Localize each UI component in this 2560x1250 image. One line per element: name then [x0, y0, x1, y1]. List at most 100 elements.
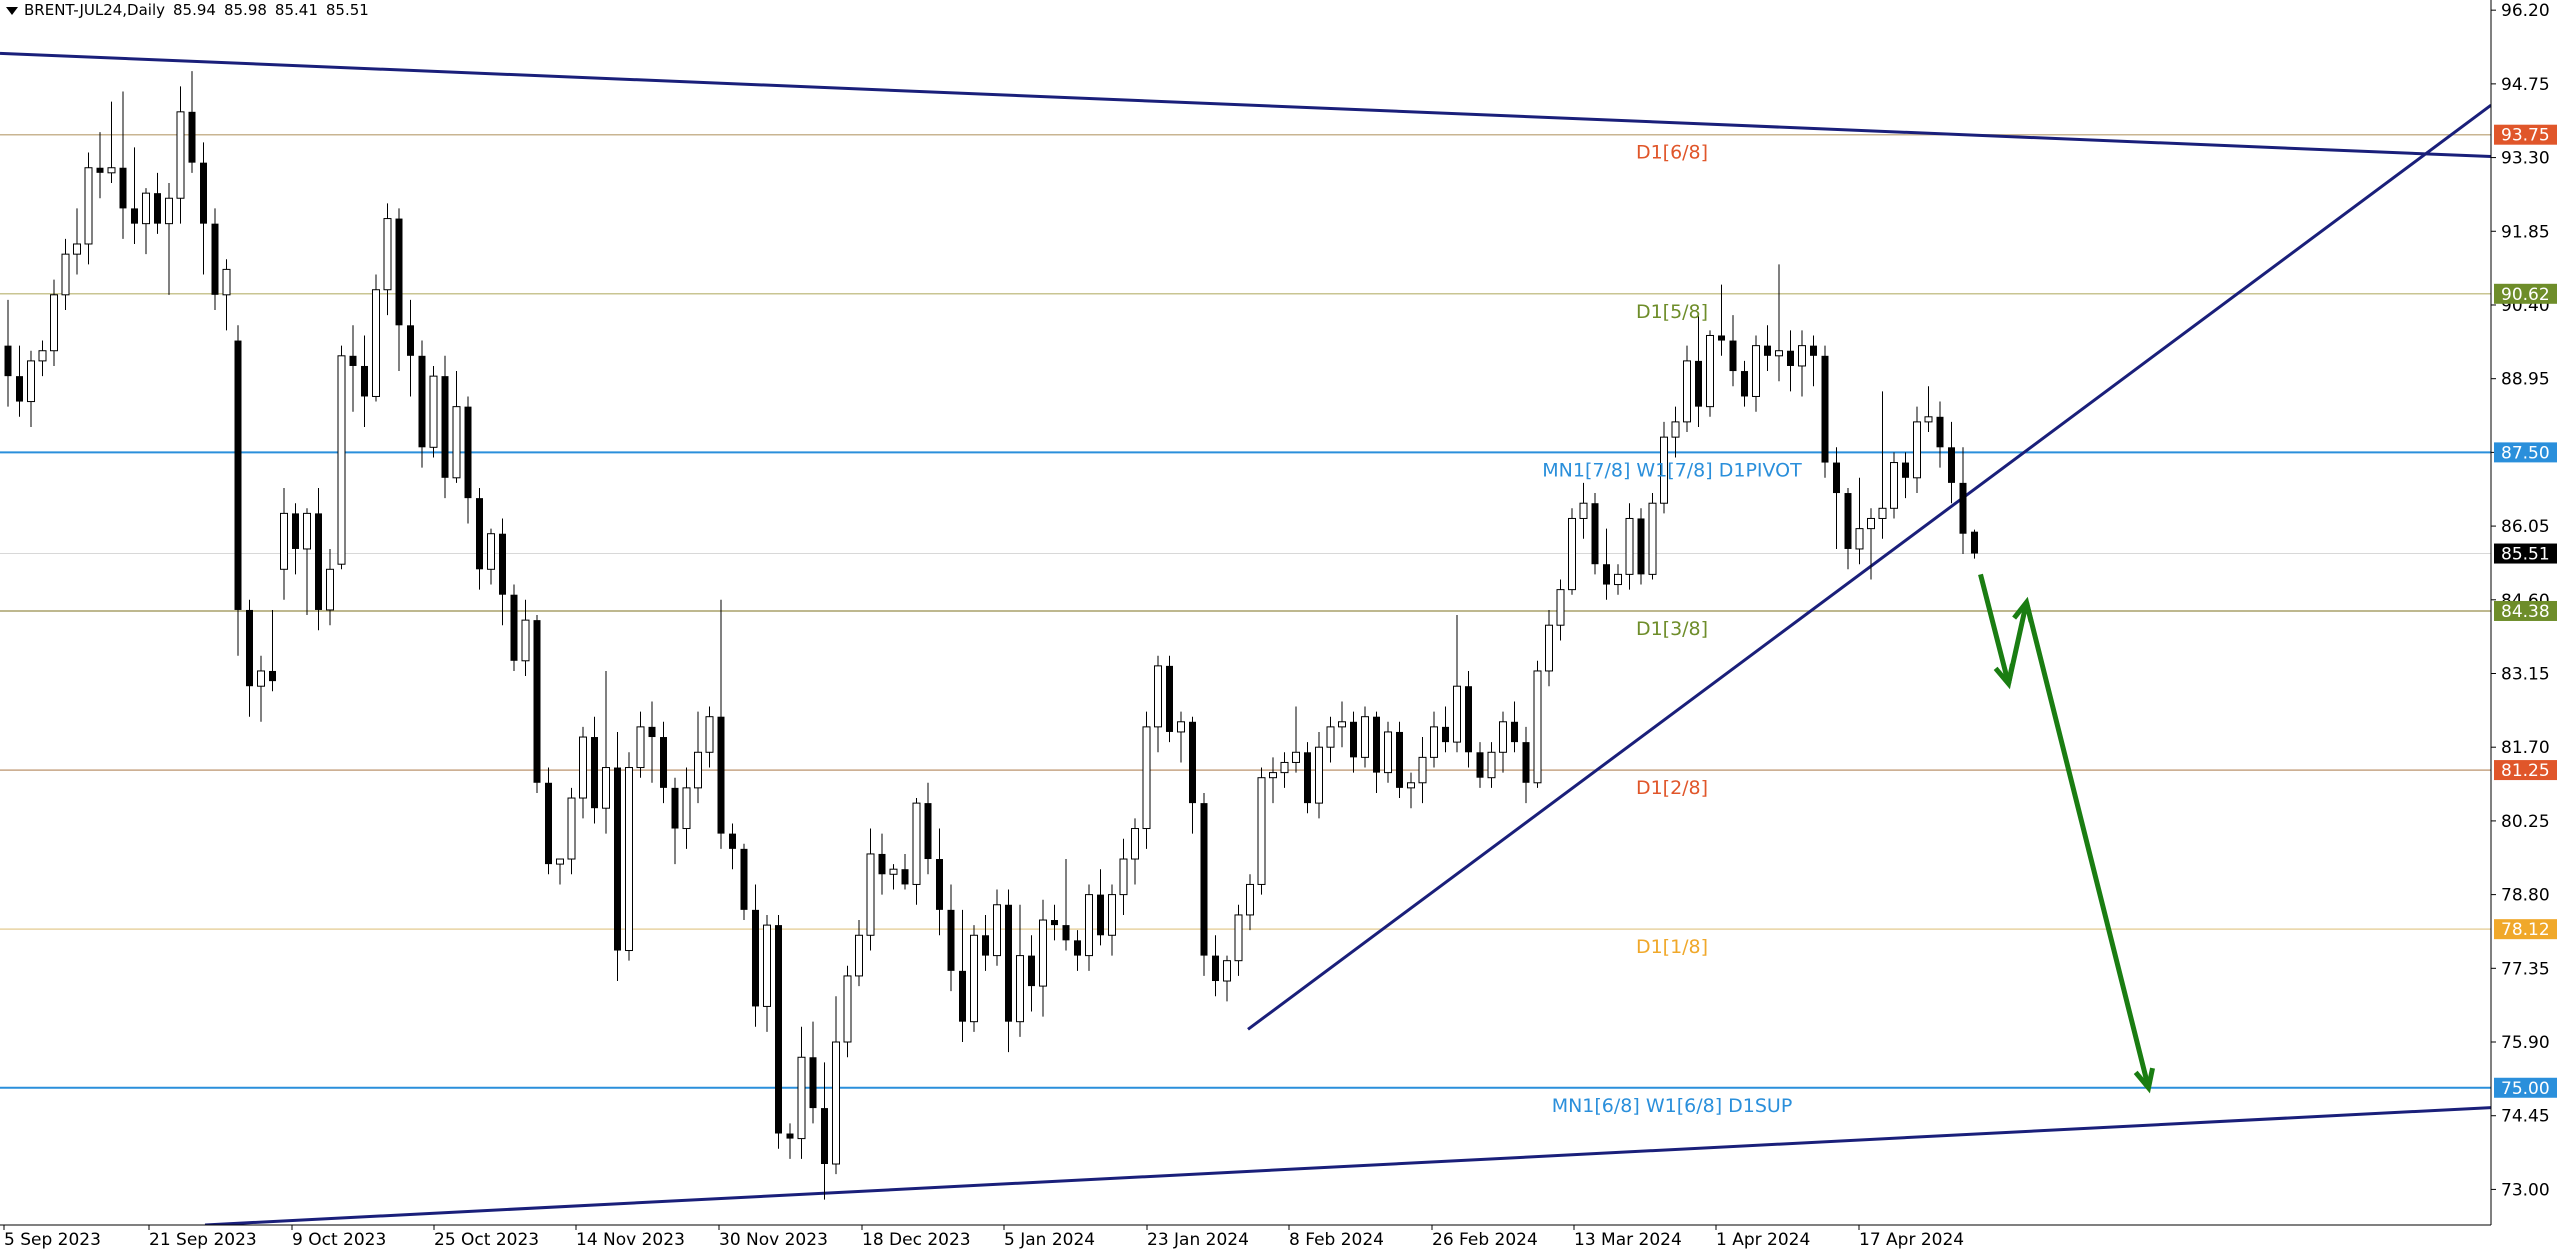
candle-body-down	[1465, 686, 1472, 753]
candle-body-up	[1280, 761, 1289, 774]
candle-body-up	[1614, 573, 1622, 586]
candle-body-down	[131, 208, 138, 224]
candle-body-down	[1511, 721, 1518, 743]
candle-body-down	[1522, 742, 1530, 783]
candle-body-up	[1131, 828, 1139, 860]
forecast-arrowhead	[2012, 596, 2034, 623]
candle-body-up	[567, 797, 576, 860]
candle-body-down	[1729, 340, 1737, 372]
candle-body-up	[1660, 436, 1668, 504]
candle-body-down	[982, 935, 989, 956]
level-price-tag: 84.38	[2501, 602, 2550, 622]
candle-body-down	[407, 325, 414, 356]
candle-body-up	[1890, 462, 1898, 509]
candle-body-up	[625, 767, 633, 952]
candle-body-down	[1971, 531, 1978, 554]
level-price-tag-bg	[2494, 283, 2557, 304]
candle-body-up	[1545, 624, 1553, 672]
candle-body-down	[418, 355, 426, 448]
candle-body-up	[1269, 772, 1277, 779]
level-price-tag-bg	[2494, 1077, 2557, 1098]
level-label: MN1[6/8] W1[6/8] D1SUP	[1552, 1095, 1793, 1117]
time-axis-label: 9 Oct 2023	[292, 1230, 386, 1250]
level-label: D1[6/8]	[1636, 142, 1708, 164]
level-price-tag-bg	[2494, 600, 2557, 621]
candle-body-down	[1787, 350, 1794, 366]
candle-body-down	[395, 218, 403, 326]
level-price-tag: 75.00	[2501, 1079, 2550, 1099]
level-price-tag-bg	[2494, 919, 2557, 940]
time-axis-label: 21 Sep 2023	[149, 1230, 257, 1250]
candle-body-up	[165, 197, 173, 225]
candle-body-up	[452, 406, 461, 479]
candle-body-up	[1430, 726, 1438, 758]
price-axis-label: 83.15	[2501, 664, 2550, 684]
candle-body-down	[1212, 955, 1219, 982]
candle-body-up	[372, 289, 380, 397]
candle-body-down	[269, 670, 276, 682]
candle-body-down	[234, 340, 242, 610]
candle-body-down	[1603, 564, 1610, 585]
candle-body-down	[1959, 482, 1967, 534]
time-axis-label: 30 Nov 2023	[719, 1230, 828, 1250]
candle-body-down	[1833, 462, 1840, 494]
candle-body-up	[1625, 517, 1634, 575]
candle-body-up	[1407, 782, 1415, 789]
candle-body-up	[682, 787, 691, 830]
candle-body-up	[1085, 894, 1093, 957]
collapse-triangle-icon[interactable]	[6, 6, 18, 15]
candle-body-up	[1246, 883, 1254, 916]
candle-body-down	[1902, 462, 1909, 478]
candle-body-up	[337, 355, 346, 565]
candle-body-down	[752, 909, 759, 1007]
candle-body-down	[476, 498, 483, 570]
candle-body-down	[1062, 925, 1070, 941]
level-price-tag-bg	[2494, 442, 2557, 463]
candle-body-up	[84, 167, 93, 245]
price-axis-label: 80.25	[2501, 812, 2550, 832]
candle-body-down	[878, 853, 886, 875]
candle-body-up	[326, 568, 334, 611]
candle-body-down	[821, 1108, 828, 1165]
candle-body-up	[1556, 589, 1565, 626]
candle-body-down	[499, 533, 506, 595]
candle-body-up	[1154, 665, 1162, 728]
candle-body-down	[717, 716, 725, 834]
candle-body-down	[119, 167, 127, 209]
candle-body-up	[1234, 914, 1243, 962]
candle-body-up	[1533, 670, 1542, 784]
candle-body-down	[1637, 518, 1645, 575]
candle-body-up	[1361, 716, 1369, 758]
candle-body-up	[1418, 756, 1427, 784]
forecast-arrowhead	[2133, 1067, 2155, 1094]
candle-body-down	[1442, 726, 1449, 743]
candle-body-down	[1844, 493, 1852, 549]
candle-body-up	[1315, 746, 1323, 804]
level-price-tag: 87.50	[2501, 443, 2550, 463]
candle-body-down	[1948, 447, 1955, 483]
time-axis-label: 14 Nov 2023	[576, 1230, 685, 1250]
time-axis-label: 23 Jan 2024	[1147, 1230, 1249, 1250]
candle-body-up	[61, 253, 70, 296]
candle-body-down	[809, 1057, 817, 1109]
candle-body-up	[1499, 721, 1507, 753]
candle-body-up	[866, 853, 875, 936]
candle-body-down	[246, 609, 253, 687]
candle-body-down	[1718, 335, 1725, 341]
time-axis-label: 17 Apr 2024	[1859, 1230, 1964, 1250]
candle-body-up	[1384, 731, 1392, 774]
candle-body-down	[1005, 904, 1012, 1022]
open-value: 85.94	[173, 1, 216, 19]
candle-body-up	[1292, 751, 1300, 763]
candle-body-down	[349, 355, 357, 366]
chart-header: BRENT-JUL24,Daily 85.94 85.98 85.41 85.51	[6, 1, 377, 19]
candle-body-up	[602, 767, 610, 809]
candle-body-down	[1028, 955, 1035, 987]
candle-body-down	[1591, 503, 1599, 565]
candle-body-up	[579, 736, 587, 799]
candle-body-down	[292, 513, 299, 549]
candle-body-up	[636, 726, 645, 769]
close-value: 85.51	[325, 1, 369, 19]
candle-body-up	[1177, 721, 1185, 733]
